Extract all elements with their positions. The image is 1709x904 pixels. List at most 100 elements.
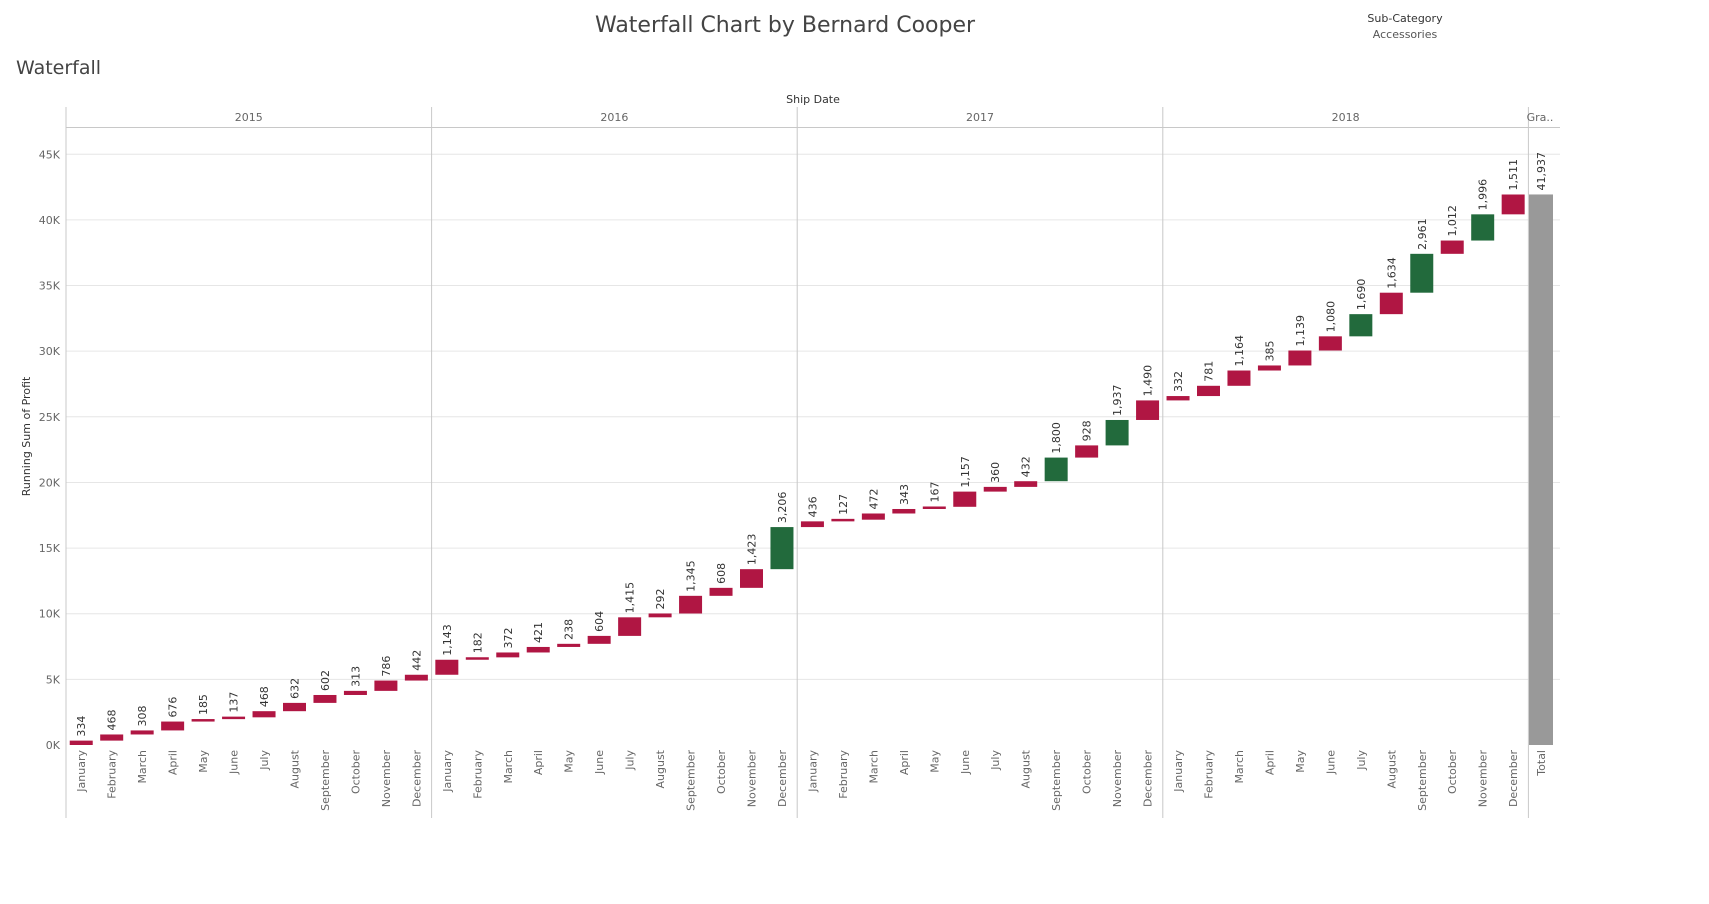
bar-2018-august: [1379, 292, 1403, 315]
bar-2017-august: [1014, 481, 1038, 487]
data-label-2016-march: 372: [502, 627, 515, 648]
x-tick-label-2017-january: January: [806, 750, 819, 793]
bar-2017-october: [1075, 445, 1099, 458]
x-tick-label-2015-may: May: [197, 750, 210, 773]
bar-2015-august: [283, 702, 306, 712]
bar-2017-february: [831, 518, 855, 522]
bar-2016-february: [465, 657, 489, 660]
data-label-2016-december: 3,206: [776, 492, 789, 524]
data-label-2018-february: 781: [1203, 361, 1216, 382]
data-label-2018-june: 1,080: [1324, 301, 1337, 333]
data-label-2016-april: 421: [532, 622, 545, 643]
x-tick-label-2016-march: March: [502, 750, 515, 784]
data-label-2015-april: 676: [167, 697, 180, 718]
bar-2018-november: [1471, 214, 1495, 241]
bar-2015-july: [252, 711, 276, 718]
data-label-2015-december: 442: [410, 650, 423, 671]
data-labels: 334 468 308 676 185 137 468 632 602 313 786 442 1,14…: [75, 152, 1548, 737]
x-tick-label-2017-april: April: [898, 750, 911, 775]
data-label-2016-july: 1,415: [624, 582, 637, 614]
x-tick-label-2017-december: December: [1142, 750, 1155, 808]
filter-value: Accessories: [1372, 28, 1438, 41]
axes: 0K 5K 10K 15K 20K 25K 30K 35K 40K 45K Running Sum …: [20, 107, 1548, 818]
x-tick-label-2017-november: November: [1111, 750, 1124, 808]
data-label-2018-august: 1,634: [1385, 257, 1398, 289]
data-label-2017-april: 343: [898, 484, 911, 505]
bar-2018-february: [1197, 385, 1220, 397]
x-tick-label-2015-february: February: [106, 750, 119, 799]
dashboard-title: Waterfall Chart by Bernard Cooper: [594, 13, 976, 38]
x-tick-label-2017-july: July: [989, 750, 1002, 771]
x-tick-label-total: Total: [1535, 750, 1548, 777]
bar-2017-april: [892, 508, 916, 514]
bar-2015-september: [313, 694, 337, 703]
bar-2016-january: [435, 659, 459, 675]
x-tick-label-2018-june: June: [1324, 750, 1337, 775]
y-tick-label: 25K: [39, 411, 61, 424]
x-tick-label-2015-july: July: [258, 750, 271, 771]
y-tick-label: 15K: [39, 542, 61, 555]
data-label-2017-january: 436: [806, 496, 819, 517]
data-label-2017-october: 928: [1081, 420, 1094, 441]
bar-2016-november: [740, 569, 763, 588]
bar-2018-may: [1288, 350, 1312, 366]
bar-2015-february: [100, 734, 124, 741]
y-tick-label: 5K: [46, 673, 61, 686]
year-dividers: [431, 107, 1529, 818]
bar-2015-june: [222, 716, 246, 720]
data-label-2016-october: 608: [715, 563, 728, 584]
y-tick-label: 40K: [39, 214, 61, 227]
bar-2017-march: [861, 513, 885, 520]
bar-2018-june: [1318, 336, 1342, 351]
data-label-2017-may: 167: [928, 481, 941, 502]
bar-2016-may: [557, 643, 581, 647]
data-label-2016-may: 238: [563, 619, 576, 640]
y-tick-label: 30K: [39, 345, 61, 358]
data-label-grand-total: 41,937: [1535, 152, 1548, 191]
x-tick-label-2015-january: January: [75, 750, 88, 793]
x-tick-label-2018-may: May: [1294, 750, 1307, 773]
year-header-2015: 2015: [235, 111, 263, 124]
data-label-2018-october: 1,012: [1446, 205, 1459, 237]
x-tick-label-2016-june: June: [593, 750, 606, 775]
data-label-2016-november: 1,423: [746, 534, 759, 566]
x-tick-label-2017-october: October: [1081, 750, 1094, 794]
x-tick-label-2016-may: May: [563, 750, 576, 773]
x-tick-label-2015-april: April: [167, 750, 180, 775]
data-label-2015-june: 137: [228, 692, 241, 713]
bar-2018-july: [1349, 314, 1373, 337]
bar-2016-october: [709, 587, 733, 596]
x-tick-label-2015-november: November: [380, 750, 393, 808]
bar-2017-january: [800, 521, 824, 528]
x-tick-label-2018-april: April: [1263, 750, 1276, 775]
bar-2018-september: [1410, 253, 1434, 293]
y-tick-label: 35K: [39, 280, 61, 293]
column-header-ship-date: Ship Date: [786, 93, 840, 106]
data-label-2016-february: 182: [471, 632, 484, 653]
bar-2017-december: [1136, 400, 1160, 420]
data-label-2018-march: 1,164: [1233, 335, 1246, 367]
y-tick-label: 10K: [39, 608, 61, 621]
x-tick-label-2018-november: November: [1477, 750, 1490, 808]
x-tick-label-2017-june: June: [959, 750, 972, 775]
x-tick-label-2017-march: March: [867, 750, 880, 784]
data-label-2016-august: 292: [654, 588, 667, 609]
y-tick-label: 45K: [39, 148, 61, 161]
x-tick-label-2018-february: February: [1203, 750, 1216, 799]
data-label-2015-november: 786: [380, 656, 393, 677]
data-label-2015-september: 602: [319, 670, 332, 691]
data-label-2017-march: 472: [867, 488, 880, 509]
bar-2017-november: [1105, 419, 1129, 446]
x-tick-label-2017-august: August: [1020, 749, 1033, 788]
subcategory-filter[interactable]: Sub-Category Accessories: [1340, 12, 1470, 41]
data-label-2018-november: 1,996: [1477, 179, 1490, 211]
data-label-2018-april: 385: [1263, 340, 1276, 361]
data-label-2015-february: 468: [106, 709, 119, 730]
x-tick-label-2015-december: December: [410, 750, 423, 808]
x-tick-label-2015-october: October: [349, 750, 362, 794]
data-label-2016-january: 1,143: [441, 624, 454, 656]
x-tick-label-2016-december: December: [776, 750, 789, 808]
year-header-2017: 2017: [966, 111, 994, 124]
bar-2017-may: [922, 506, 946, 509]
x-tick-label-2017-september: September: [1050, 750, 1063, 811]
